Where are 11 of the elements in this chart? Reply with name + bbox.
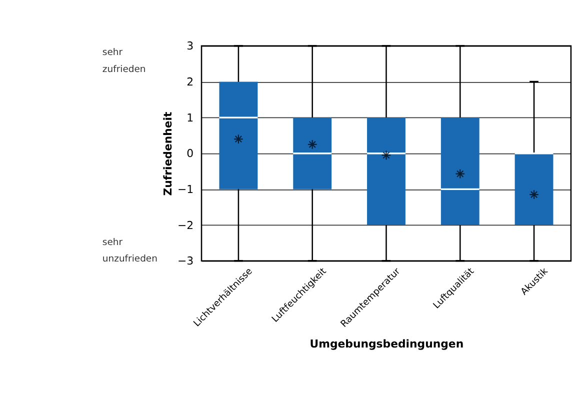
y-tick-label: 0 — [186, 147, 194, 160]
text: sehr unzufrieden — [102, 236, 158, 265]
y-tick-label: 2 — [186, 76, 194, 89]
y-tick-label: −1 — [177, 182, 194, 196]
y-tick-label: 3 — [186, 40, 194, 53]
y-tick-label: 1 — [186, 111, 194, 124]
y-tick-label: −3 — [177, 254, 194, 268]
y-axis-title: Zufriedenheit — [162, 112, 175, 196]
text: sehr zufrieden — [102, 47, 146, 75]
y-tick-label: −2 — [177, 218, 194, 232]
x-axis-title: Umgebungsbedingungen — [310, 337, 464, 350]
